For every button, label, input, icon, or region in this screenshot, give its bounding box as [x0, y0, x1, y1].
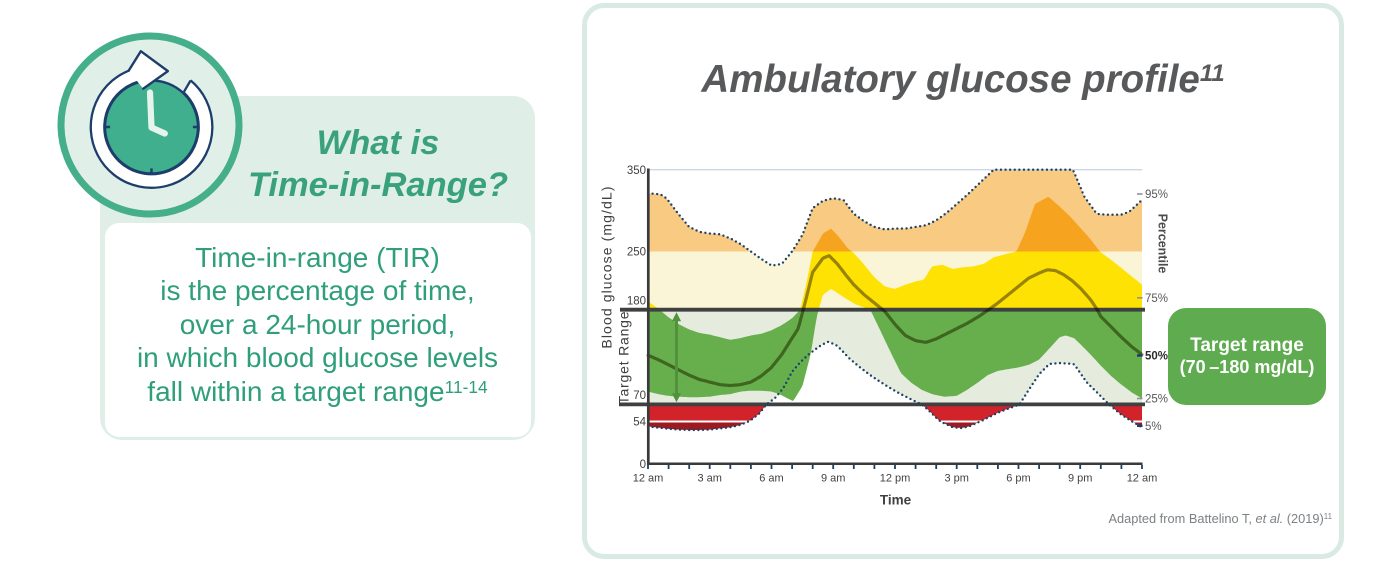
svg-text:25%: 25%	[1145, 394, 1168, 406]
svg-text:5%: 5%	[1145, 421, 1162, 433]
svg-text:70: 70	[633, 390, 646, 402]
svg-text:95%: 95%	[1145, 189, 1168, 201]
svg-text:3 pm: 3 pm	[945, 472, 969, 484]
svg-text:Percentile: Percentile	[1156, 214, 1170, 274]
svg-text:250: 250	[627, 247, 646, 259]
svg-text:180: 180	[627, 296, 646, 308]
svg-text:9 am: 9 am	[821, 472, 845, 484]
svg-text:0: 0	[640, 459, 646, 471]
svg-text:6 pm: 6 pm	[1006, 472, 1030, 484]
svg-text:12 am: 12 am	[633, 472, 664, 484]
svg-text:6 am: 6 am	[759, 472, 783, 484]
svg-text:350: 350	[627, 165, 646, 177]
svg-text:Time: Time	[880, 493, 912, 508]
svg-text:3 am: 3 am	[698, 472, 722, 484]
svg-text:9 pm: 9 pm	[1068, 472, 1092, 484]
svg-text:12 pm: 12 pm	[880, 472, 911, 484]
svg-text:50%: 50%	[1145, 351, 1168, 363]
svg-text:Target Range: Target Range	[616, 311, 632, 405]
svg-text:Blood glucose (mg/dL): Blood glucose (mg/dL)	[599, 185, 615, 348]
svg-text:75%: 75%	[1145, 293, 1168, 305]
svg-text:54: 54	[633, 416, 646, 428]
svg-text:12 am: 12 am	[1127, 472, 1158, 484]
